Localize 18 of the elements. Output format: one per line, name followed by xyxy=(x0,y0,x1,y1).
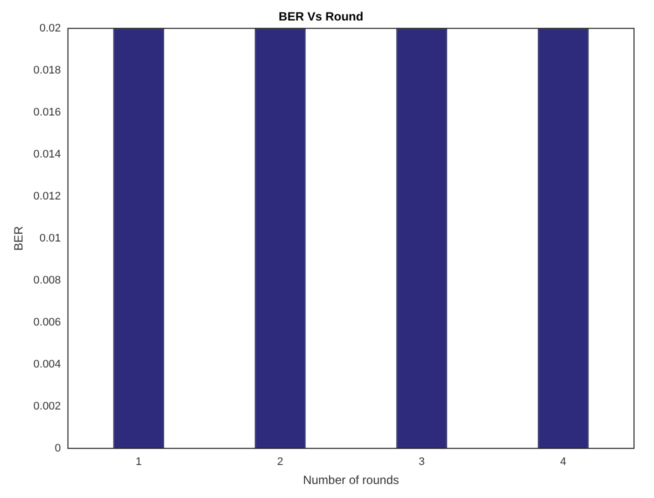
x-tick-label: 2 xyxy=(277,456,284,468)
y-axis-title: BER xyxy=(12,226,26,251)
y-tick-label: 0 xyxy=(54,442,61,454)
y-tick-label: 0.018 xyxy=(33,64,61,76)
y-tick-label: 0.004 xyxy=(33,358,61,370)
y-tick-label: 0.012 xyxy=(33,190,61,202)
chart-title: BER Vs Round xyxy=(278,10,364,24)
y-tick-label: 0.016 xyxy=(33,106,61,118)
y-tick-label: 0.002 xyxy=(33,400,61,412)
y-tick-label: 0.008 xyxy=(33,274,61,286)
x-axis-title: Number of rounds xyxy=(302,473,399,488)
x-tick-label: 3 xyxy=(418,456,425,468)
y-tick-label: 0.02 xyxy=(40,22,61,34)
y-tick-label: 0.01 xyxy=(40,232,61,244)
y-tick-label: 0.014 xyxy=(33,148,61,160)
y-tick-label: 0.006 xyxy=(33,316,61,328)
x-tick-label: 1 xyxy=(136,456,142,468)
x-tick-label: 4 xyxy=(560,456,566,468)
